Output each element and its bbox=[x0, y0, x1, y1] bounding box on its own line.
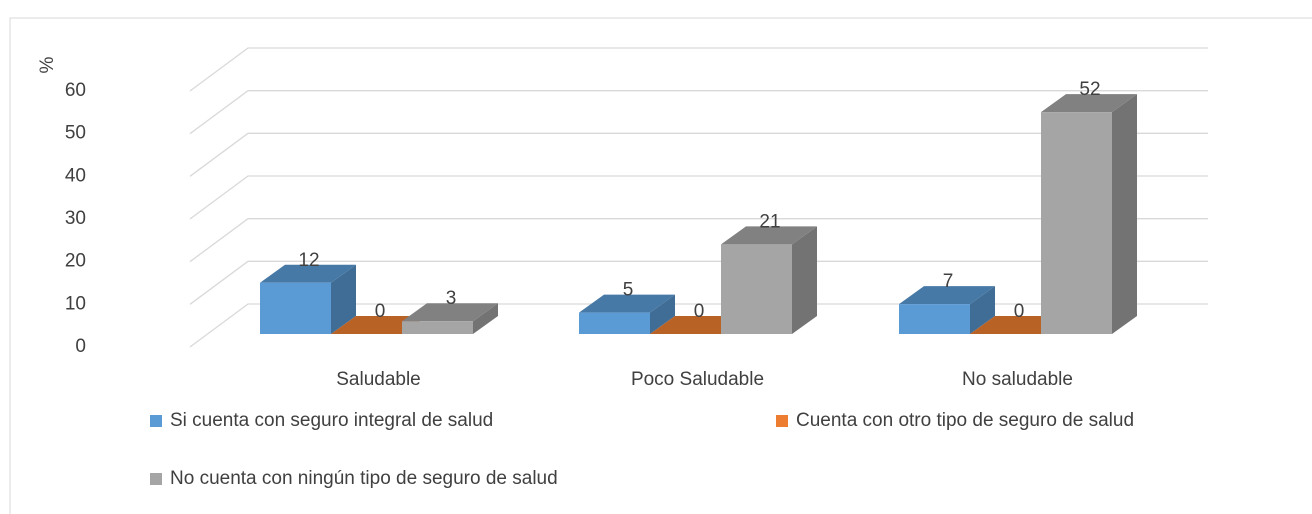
bar bbox=[899, 286, 995, 334]
y-tick-label: 30 bbox=[65, 208, 86, 229]
bar-side bbox=[970, 286, 995, 334]
bar-side bbox=[792, 226, 817, 334]
y-tick-label: 0 bbox=[75, 336, 86, 357]
data-label: 7 bbox=[943, 271, 954, 292]
bar bbox=[721, 226, 817, 334]
bar-top bbox=[721, 226, 817, 245]
y-tick-label: 10 bbox=[65, 293, 86, 314]
bar-side bbox=[331, 264, 356, 334]
bar-front bbox=[899, 304, 970, 334]
bar bbox=[579, 294, 675, 334]
bar-side bbox=[473, 303, 498, 334]
bar bbox=[260, 264, 356, 334]
bar-top bbox=[579, 294, 675, 313]
data-label: 0 bbox=[694, 301, 705, 322]
y-tick-label: 20 bbox=[65, 251, 86, 272]
grid-line bbox=[189, 260, 1208, 305]
data-label: 3 bbox=[446, 288, 457, 309]
grid-line bbox=[189, 175, 1208, 220]
grid-line bbox=[189, 132, 1208, 177]
grid-line bbox=[189, 47, 1208, 92]
bar-side bbox=[650, 294, 675, 334]
legend-swatch bbox=[776, 415, 788, 427]
data-label: 0 bbox=[1014, 301, 1025, 322]
legend-swatch bbox=[150, 415, 162, 427]
x-tick-label: Saludable bbox=[336, 369, 421, 390]
x-tick-label: Poco Saludable bbox=[631, 369, 764, 390]
bar-side bbox=[1112, 94, 1137, 334]
legend-label: No cuenta con ningún tipo de seguro de s… bbox=[170, 468, 558, 489]
data-label: 12 bbox=[298, 250, 319, 271]
data-label: 5 bbox=[623, 280, 634, 301]
y-tick-label: 60 bbox=[65, 80, 86, 101]
legend-swatch bbox=[150, 473, 162, 485]
data-label: 0 bbox=[375, 301, 386, 322]
bar bbox=[402, 303, 498, 334]
y-axis-label: % bbox=[37, 56, 58, 73]
bar-top bbox=[899, 286, 995, 305]
data-label: 21 bbox=[759, 211, 780, 232]
bar-top bbox=[402, 303, 498, 322]
bar-front bbox=[260, 282, 331, 334]
y-tick-label: 50 bbox=[65, 123, 86, 144]
bar-top bbox=[260, 264, 356, 283]
grid-line bbox=[189, 218, 1208, 263]
bar-front bbox=[402, 321, 473, 334]
bar-front bbox=[1041, 112, 1112, 334]
legend-label: Si cuenta con seguro integral de salud bbox=[170, 410, 493, 431]
bar-front bbox=[579, 312, 650, 334]
bar-top bbox=[1041, 94, 1137, 113]
grid-line bbox=[189, 303, 1208, 348]
chart-frame bbox=[9, 17, 1312, 514]
legend-label: Cuenta con otro tipo de seguro de salud bbox=[796, 410, 1134, 431]
grid-line bbox=[189, 90, 1208, 135]
bar bbox=[1041, 94, 1137, 334]
x-tick-label: No saludable bbox=[962, 369, 1073, 390]
y-tick-label: 40 bbox=[65, 165, 86, 186]
bar-front bbox=[721, 244, 792, 334]
data-label: 52 bbox=[1079, 79, 1100, 100]
